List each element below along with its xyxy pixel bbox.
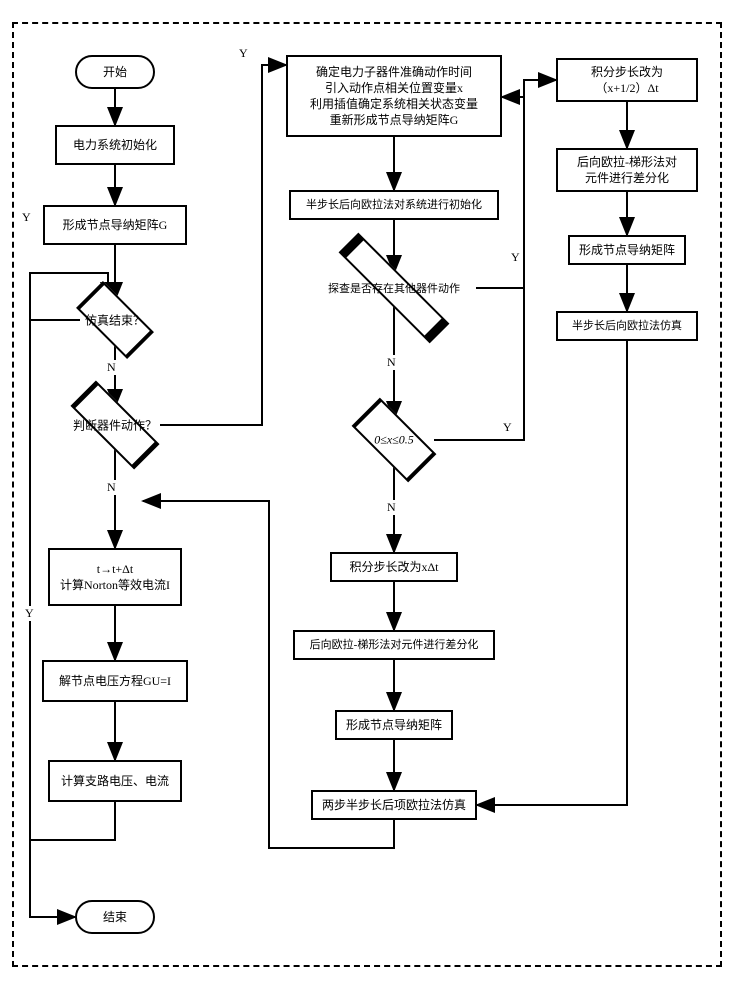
edge-label-n1: N: [106, 360, 117, 375]
decision-xrange: 0≤x≤0.5: [344, 414, 444, 466]
label: 后向欧拉-梯形法对元件进行差分化: [577, 154, 677, 186]
label: 形成节点导纳矩阵G: [63, 217, 168, 233]
box-calcnorton: t→t+Δt计算Norton等效电流I: [48, 548, 182, 606]
label: 计算支路电压、电流: [61, 773, 169, 789]
decision-probe: 探查是否存在其他器件动作: [300, 270, 488, 306]
label: 形成节点导纳矩阵: [346, 717, 442, 733]
box-stepxhalf: 积分步长改为（x+1/2）Δt: [556, 58, 698, 102]
label: 两步半步长后项欧拉法仿真: [322, 797, 466, 813]
box-diffbetrapz: 后向欧拉-梯形法对元件进行差分化: [293, 630, 495, 660]
edge-label-y5: Y: [24, 606, 35, 621]
box-calcvi: 计算支路电压、电流: [48, 760, 182, 802]
decision-simend: 仿真结束？: [65, 298, 165, 342]
box-det-accurate: 确定电力子器件准确动作时间引入动作点相关位置变量x利用插值确定系统相关状态变量重…: [286, 55, 502, 137]
box-formg-right: 形成节点导纳矩阵: [568, 235, 686, 265]
box-stepxdt: 积分步长改为xΔt: [330, 552, 458, 582]
label: 半步长后向欧拉法仿真: [572, 319, 682, 334]
label: 解节点电压方程GU=I: [59, 673, 171, 689]
box-formg-mid: 形成节点导纳矩阵: [335, 710, 453, 740]
label: 确定电力子器件准确动作时间引入动作点相关位置变量x利用插值确定系统相关状态变量重…: [310, 64, 478, 129]
box-formG1: 形成节点导纳矩阵G: [43, 205, 187, 245]
label: 积分步长改为xΔt: [349, 559, 438, 575]
edge-label-y3: Y: [502, 420, 513, 435]
edge-label-n4: N: [386, 500, 397, 515]
box-halfeulerinit: 半步长后向欧拉法对系统进行初始化: [289, 190, 499, 220]
terminator-end: 结束: [75, 900, 155, 934]
terminator-start: 开始: [75, 55, 155, 89]
label: t→t+Δt计算Norton等效电流I: [60, 561, 170, 593]
label: 形成节点导纳矩阵: [579, 242, 675, 258]
box-halfeulersim: 半步长后向欧拉法仿真: [556, 311, 698, 341]
label: 电力系统初始化: [73, 137, 157, 153]
edge-label-y2: Y: [510, 250, 521, 265]
label: 开始: [103, 64, 127, 80]
edge-label-y1: Y: [238, 46, 249, 61]
edge-label-n3: N: [386, 355, 397, 370]
box-solvegu: 解节点电压方程GU=I: [42, 660, 188, 702]
label: 结束: [103, 909, 127, 925]
edge-label-y4: Y: [21, 210, 32, 225]
box-diffbetrapz2: 后向欧拉-梯形法对元件进行差分化: [556, 148, 698, 192]
box-init: 电力系统初始化: [55, 125, 175, 165]
label: 半步长后向欧拉法对系统进行初始化: [306, 198, 482, 213]
label: 后向欧拉-梯形法对元件进行差分化: [310, 638, 479, 653]
edge-label-n2: N: [106, 480, 117, 495]
box-twohalfeuler: 两步半步长后项欧拉法仿真: [311, 790, 477, 820]
decision-deviceact: 判断器件动作？: [50, 405, 180, 445]
label: 积分步长改为（x+1/2）Δt: [591, 64, 663, 96]
